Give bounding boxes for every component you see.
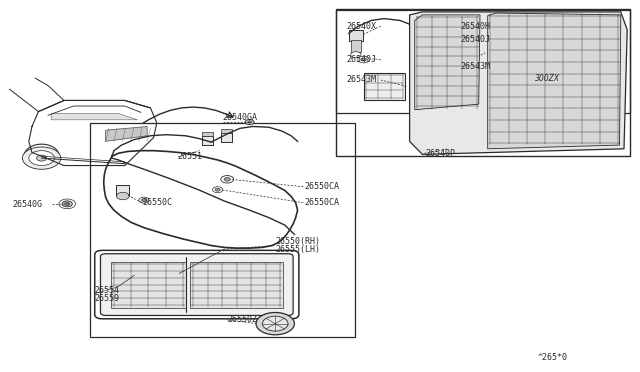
Circle shape: [445, 58, 451, 61]
Text: 26550C: 26550C: [142, 198, 172, 207]
Text: 26540P: 26540P: [426, 149, 456, 158]
Text: 26550Z: 26550Z: [227, 315, 257, 324]
Circle shape: [215, 188, 220, 191]
Bar: [336, 9, 630, 156]
Circle shape: [262, 316, 288, 331]
Text: 26540X: 26540X: [347, 22, 377, 31]
Text: 26540GA: 26540GA: [223, 113, 258, 122]
Circle shape: [256, 312, 294, 335]
Bar: [416, 27, 435, 37]
Text: 26550(RH): 26550(RH): [275, 237, 320, 246]
Bar: [336, 10, 630, 113]
Circle shape: [442, 56, 454, 63]
Bar: [418, 22, 433, 27]
Text: 26550CA: 26550CA: [304, 182, 339, 191]
Circle shape: [36, 155, 47, 161]
Bar: [202, 132, 213, 136]
Circle shape: [351, 52, 361, 58]
Circle shape: [358, 56, 369, 63]
Circle shape: [591, 128, 600, 133]
Circle shape: [434, 38, 447, 45]
Bar: [190, 262, 283, 308]
Bar: [364, 73, 405, 100]
Circle shape: [62, 201, 72, 207]
Text: 26555(LH): 26555(LH): [275, 245, 320, 254]
Circle shape: [361, 58, 366, 61]
Circle shape: [248, 121, 252, 123]
Text: 26540H: 26540H: [461, 22, 491, 31]
Text: 26540J: 26540J: [347, 55, 377, 64]
Circle shape: [221, 176, 234, 183]
Bar: [111, 262, 186, 308]
Circle shape: [141, 199, 147, 202]
Text: 26550CA: 26550CA: [304, 198, 339, 207]
Text: 26540J: 26540J: [461, 35, 491, 44]
Text: 26559: 26559: [95, 294, 120, 303]
Bar: [349, 30, 363, 41]
Text: 26540G: 26540G: [13, 200, 43, 209]
Text: 26554: 26554: [95, 286, 120, 295]
Circle shape: [29, 151, 54, 166]
Circle shape: [224, 177, 230, 181]
Bar: [221, 133, 232, 142]
Circle shape: [65, 202, 70, 205]
Bar: [351, 40, 361, 52]
Circle shape: [139, 197, 149, 203]
Text: 26543M: 26543M: [461, 62, 491, 71]
Polygon shape: [415, 15, 480, 110]
Bar: [413, 30, 442, 52]
Circle shape: [22, 147, 61, 169]
Circle shape: [437, 40, 444, 44]
Text: 26543M: 26543M: [347, 76, 377, 84]
Polygon shape: [410, 12, 627, 154]
Circle shape: [588, 126, 603, 135]
Polygon shape: [106, 126, 147, 141]
Text: ^265*0: ^265*0: [538, 353, 568, 362]
Polygon shape: [488, 13, 621, 149]
Bar: [90, 123, 355, 337]
Circle shape: [245, 119, 254, 125]
Polygon shape: [51, 113, 138, 120]
Circle shape: [212, 187, 223, 193]
Circle shape: [116, 192, 129, 200]
Text: 26551: 26551: [178, 153, 203, 161]
Bar: [202, 136, 213, 145]
FancyBboxPatch shape: [100, 254, 293, 315]
Text: 300ZX: 300ZX: [534, 74, 560, 83]
Bar: [221, 129, 232, 133]
Bar: [116, 185, 129, 196]
